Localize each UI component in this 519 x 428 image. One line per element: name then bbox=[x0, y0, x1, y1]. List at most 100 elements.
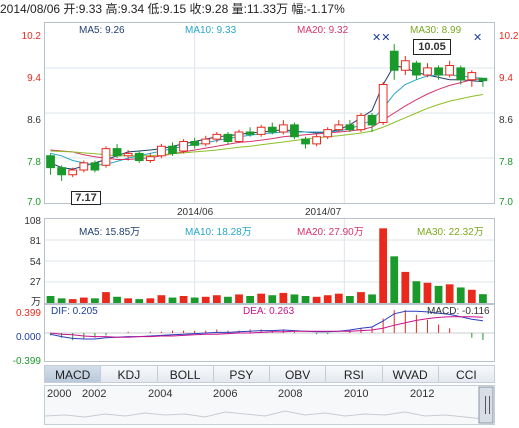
tab-rsi[interactable]: RSI bbox=[326, 365, 383, 383]
candle-body bbox=[57, 167, 67, 176]
candle-body bbox=[278, 124, 288, 133]
volume-bar bbox=[290, 294, 299, 303]
price-ma20-label: MA20: 9.32 bbox=[297, 25, 349, 36]
volume-bar bbox=[312, 296, 321, 303]
volume-bar bbox=[301, 296, 310, 303]
volume-bar bbox=[467, 289, 476, 303]
candle-body bbox=[334, 124, 344, 131]
candle-body bbox=[389, 50, 399, 71]
candle-body bbox=[456, 67, 466, 81]
volume-bar bbox=[135, 299, 144, 303]
volume-bar bbox=[79, 297, 88, 303]
macd-chart-panel[interactable]: DIF: 0.205 DEA: 0.263 MACD: -0.116 bbox=[44, 304, 495, 362]
price-ytick-left: 7.0 bbox=[27, 197, 41, 208]
vol-unit: 万 bbox=[31, 297, 41, 308]
candle-body bbox=[157, 145, 166, 157]
tab-macd[interactable]: MACD bbox=[44, 365, 102, 383]
volume-bar bbox=[357, 292, 365, 303]
candle-body bbox=[90, 162, 100, 171]
candle-body bbox=[68, 169, 78, 176]
vol-ytick: 81 bbox=[29, 236, 41, 247]
quote-volume: 量:11.33万 bbox=[231, 2, 289, 16]
volume-bar bbox=[434, 285, 443, 303]
candle-body bbox=[478, 77, 488, 82]
candle-body bbox=[112, 148, 122, 157]
x-tick-july: 2014/07 bbox=[305, 207, 342, 218]
year-label: 2006 bbox=[213, 388, 238, 400]
range-handle-icon[interactable] bbox=[485, 396, 490, 414]
volume-bar bbox=[445, 284, 454, 303]
vol-ma30-label: MA30: 22.32万 bbox=[417, 227, 484, 238]
price-ytick-right: 7.8 bbox=[499, 157, 513, 168]
volume-bar bbox=[179, 296, 188, 303]
volume-bar bbox=[201, 296, 210, 303]
volume-bar bbox=[157, 295, 166, 303]
quote-high: 高:9.34 bbox=[105, 2, 145, 16]
macd-ytick: -0.399 bbox=[12, 356, 41, 367]
macd-dea-label: DEA: 0.263 bbox=[243, 306, 295, 317]
candle-body bbox=[123, 152, 133, 157]
candle-body bbox=[234, 131, 244, 142]
price-ma5-label: MA5: 9.26 bbox=[79, 25, 125, 36]
volume-bar bbox=[146, 298, 155, 303]
candle-body bbox=[79, 162, 89, 171]
year-label: 2000 bbox=[47, 388, 72, 400]
year-label: 2010 bbox=[344, 388, 369, 400]
price-ma10-label: MA10: 9.33 bbox=[185, 25, 237, 36]
macd-ytick: 0.000 bbox=[15, 332, 41, 343]
event-marker-icon: ✕ bbox=[473, 32, 483, 44]
candle-body bbox=[145, 156, 155, 161]
vol-ytick: 54 bbox=[29, 257, 41, 268]
candle-body bbox=[323, 129, 333, 138]
candle-body bbox=[168, 145, 177, 154]
volume-bar bbox=[190, 297, 199, 303]
volume-bar bbox=[268, 295, 277, 303]
candle-body bbox=[46, 155, 55, 169]
volume-bar bbox=[456, 287, 465, 303]
volume-bar bbox=[423, 282, 432, 303]
quote-change: 幅:-1.17% bbox=[291, 2, 345, 16]
price-ytick-right: 8.6 bbox=[499, 115, 513, 126]
macd-chart-svg bbox=[45, 310, 494, 341]
volume-chart-svg bbox=[45, 219, 494, 303]
candle-body bbox=[190, 141, 200, 146]
vol-ytick: 27 bbox=[29, 277, 41, 288]
indicator-tabs: MACD KDJ BOLL PSY OBV RSI WVAD CCI bbox=[44, 365, 495, 383]
range-navigator[interactable]: 2000 2002 2004 2006 2008 2010 2012 bbox=[44, 385, 495, 425]
tab-boll[interactable]: BOLL bbox=[157, 365, 214, 383]
volume-bar bbox=[257, 293, 266, 303]
volume-bar bbox=[235, 294, 243, 303]
quote-low: 低:9.15 bbox=[147, 2, 187, 16]
candle-body bbox=[356, 114, 366, 131]
volume-bar bbox=[224, 296, 232, 303]
quote-date: 2014/08/06 bbox=[0, 2, 61, 16]
volume-bar bbox=[345, 296, 354, 303]
year-label: 2004 bbox=[148, 388, 173, 400]
volume-bar bbox=[279, 292, 288, 303]
volume-bar bbox=[102, 292, 110, 303]
vol-ma5-label: MA5: 15.85万 bbox=[79, 227, 141, 238]
volume-bar bbox=[91, 298, 99, 303]
volume-bar bbox=[390, 256, 399, 303]
tab-kdj[interactable]: KDJ bbox=[101, 365, 158, 383]
ma-line-ma5 bbox=[50, 64, 483, 170]
macd-value-label: MACD: -0.116 bbox=[427, 306, 490, 317]
tab-cci[interactable]: CCI bbox=[438, 365, 495, 383]
price-chart-panel[interactable]: MA5: 9.26 MA10: 9.33 MA20: 9.32 MA30: 8.… bbox=[44, 22, 495, 218]
candle-body bbox=[467, 72, 477, 81]
volume-chart-panel[interactable]: MA5: 15.85万 MA10: 18.28万 MA20: 27.90万 MA… bbox=[44, 218, 495, 304]
volume-bar bbox=[368, 294, 376, 303]
price-ytick-right: 9.4 bbox=[499, 73, 513, 84]
ma-line-ma30 bbox=[50, 94, 483, 157]
volume-bar bbox=[334, 293, 343, 303]
x-tick-june: 2014/06 bbox=[177, 207, 214, 218]
candle-body bbox=[301, 138, 310, 145]
candle-body bbox=[445, 65, 455, 76]
tab-psy[interactable]: PSY bbox=[213, 365, 270, 383]
candle-body bbox=[212, 133, 222, 140]
volume-bar bbox=[68, 299, 77, 303]
candle-body bbox=[378, 84, 388, 123]
tab-wvad[interactable]: WVAD bbox=[382, 365, 439, 383]
tab-obv[interactable]: OBV bbox=[270, 365, 327, 383]
price-ytick-left: 8.6 bbox=[27, 115, 41, 126]
